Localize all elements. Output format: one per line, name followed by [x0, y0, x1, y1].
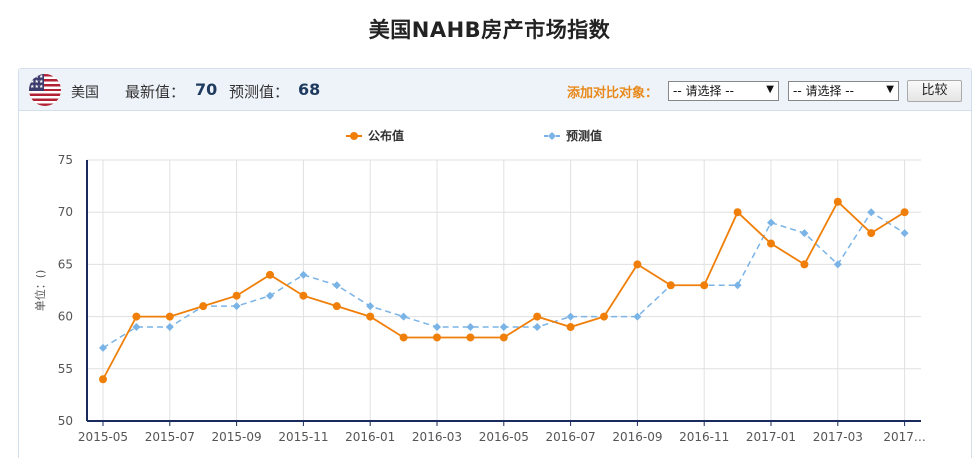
- forecast-point: [533, 323, 542, 332]
- x-tick-label: 2016-01: [345, 430, 395, 444]
- forecast-point: [499, 323, 508, 332]
- published-point: [99, 375, 107, 384]
- forecast-point: [767, 218, 775, 227]
- published-point: [132, 312, 141, 321]
- x-tick-label: 2015-07: [145, 430, 195, 444]
- forecast-point: [800, 229, 809, 238]
- x-tick-label: 2015-05: [78, 430, 128, 444]
- published-point: [366, 312, 375, 321]
- y-tick-label: 55: [58, 362, 73, 376]
- x-tick-label: 2016-07: [546, 430, 596, 444]
- forecast-point: [232, 302, 241, 311]
- forecast-point: [466, 323, 475, 332]
- latest-label: 最新值：: [125, 83, 186, 101]
- page-title: 美国NAHB房产市场指数: [368, 18, 611, 42]
- published-point: [833, 197, 842, 206]
- chevron-down-icon: ▼: [886, 84, 894, 95]
- legend-label: 预测值: [566, 128, 602, 143]
- compare-select-1[interactable]: -- 请选择 -- ▼: [668, 81, 779, 101]
- published-point: [232, 291, 241, 300]
- y-tick-label: 65: [58, 257, 73, 271]
- y-tick-label: 60: [58, 310, 73, 324]
- us-flag-icon: ★★★ ★★★ ★★★: [29, 74, 61, 106]
- panel-header: ★★★ ★★★ ★★★ 美国 最新值： 70 预测值： 68 添加对比对象： -- …: [19, 69, 971, 111]
- x-tick-label: 2017-01: [746, 430, 796, 444]
- forecast-value: 68: [298, 80, 321, 99]
- published-point: [733, 208, 742, 217]
- published-point: [800, 260, 809, 269]
- published-point: [165, 312, 174, 321]
- forecast-point: [399, 312, 408, 321]
- published-point: [700, 281, 709, 290]
- published-point: [666, 281, 675, 290]
- y-axis-label: 单位：(): [33, 270, 47, 312]
- latest-value: 70: [195, 80, 218, 99]
- compare-select-2[interactable]: -- 请选择 -- ▼: [788, 81, 899, 101]
- published-point: [299, 291, 308, 300]
- y-tick-label: 75: [58, 153, 73, 167]
- forecast-point: [366, 302, 375, 311]
- published-point: [399, 333, 408, 342]
- chart-panel: ★★★ ★★★ ★★★ 美国 最新值： 70 预测值： 68 添加对比对象： -- …: [18, 68, 972, 458]
- forecast-point: [566, 312, 575, 321]
- compare-button[interactable]: 比较: [907, 80, 962, 102]
- chevron-down-icon: ▼: [766, 84, 774, 95]
- legend-label: 公布值: [368, 128, 404, 143]
- x-tick-label: 2015-09: [212, 430, 262, 444]
- x-tick-label: 2015-11: [278, 430, 328, 444]
- x-tick-label: 2016-03: [412, 430, 462, 444]
- published-point: [466, 333, 475, 342]
- published-point: [499, 333, 508, 342]
- published-point: [900, 208, 909, 217]
- forecast-point: [433, 323, 441, 332]
- published-point: [199, 302, 208, 311]
- x-tick-label: 2017…: [883, 430, 926, 444]
- forecast-point: [633, 312, 642, 321]
- y-tick-label: 50: [58, 414, 73, 428]
- x-tick-label: 2017-03: [813, 430, 863, 444]
- country-name: 美国: [71, 85, 99, 101]
- compare-select-2-value: -- 请选择 --: [793, 84, 854, 98]
- forecast-point: [132, 323, 141, 332]
- forecast-point: [332, 281, 341, 290]
- compare-label: 添加对比对象：: [567, 86, 659, 101]
- forecast-point: [900, 229, 909, 238]
- published-point: [633, 260, 642, 269]
- y-tick-label: 70: [58, 205, 73, 219]
- legend-marker: [548, 132, 556, 140]
- forecast-label: 预测值：: [229, 83, 290, 101]
- published-point: [533, 312, 542, 321]
- forecast-point: [165, 323, 174, 332]
- compare-select-1-value: -- 请选择 --: [673, 84, 734, 98]
- published-point: [600, 312, 608, 321]
- published-point: [867, 229, 876, 238]
- legend-marker: [350, 132, 358, 140]
- x-tick-label: 2016-05: [479, 430, 529, 444]
- forecast-point: [99, 343, 107, 352]
- x-tick-label: 2016-11: [679, 430, 729, 444]
- published-point: [767, 239, 775, 248]
- forecast-point: [833, 260, 842, 269]
- forecast-point: [867, 208, 876, 217]
- published-point: [266, 270, 274, 279]
- forecast-point: [733, 281, 742, 290]
- published-point: [566, 323, 575, 332]
- forecast-point: [299, 270, 308, 279]
- published-point: [332, 302, 341, 311]
- forecast-point: [266, 291, 274, 300]
- x-tick-label: 2016-09: [612, 430, 662, 444]
- published-point: [433, 333, 441, 342]
